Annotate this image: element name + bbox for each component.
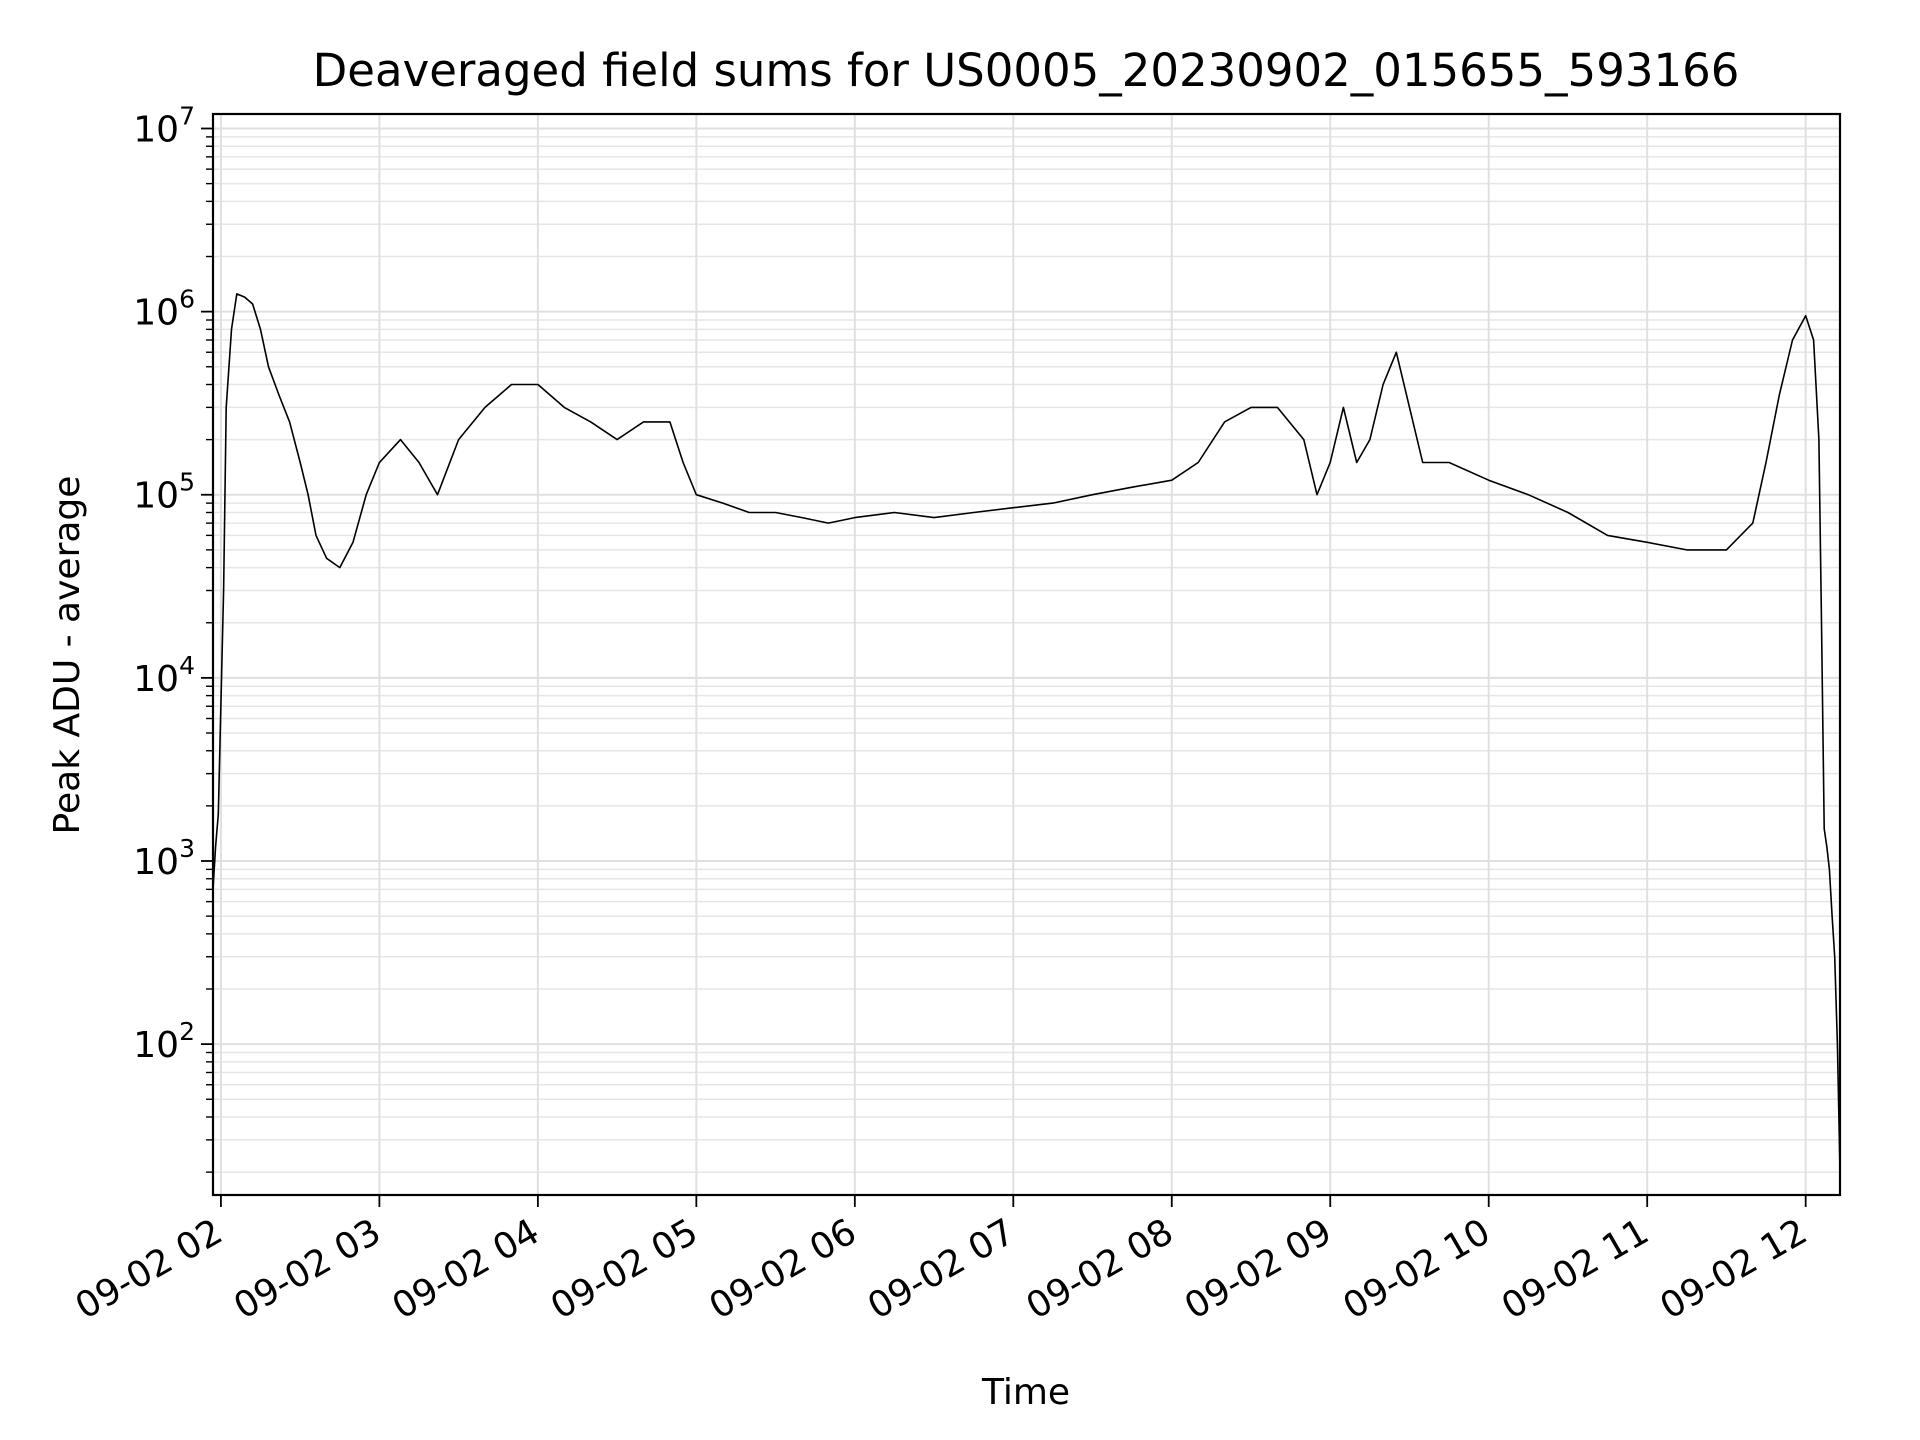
y-tick-label: 105 bbox=[133, 468, 195, 517]
plot-frame bbox=[211, 112, 1842, 1197]
y-tick-label: 103 bbox=[133, 834, 195, 883]
y-tick-label: 106 bbox=[133, 285, 195, 334]
series-group bbox=[212, 293, 1841, 1173]
y-tick-label: 102 bbox=[133, 1017, 195, 1066]
x-axis-label: Time bbox=[981, 1372, 1070, 1413]
series-line bbox=[212, 293, 1841, 1173]
y-tick-label: 104 bbox=[133, 651, 195, 700]
grid bbox=[213, 114, 1840, 1195]
y-axis-label: Peak ADU - average bbox=[47, 476, 88, 835]
chart-title: Deaveraged field sums for US0005_2023090… bbox=[313, 44, 1740, 97]
y-axis: 102 103 104 105 106 107 bbox=[133, 102, 213, 1173]
y-tick-label: 107 bbox=[133, 102, 195, 151]
